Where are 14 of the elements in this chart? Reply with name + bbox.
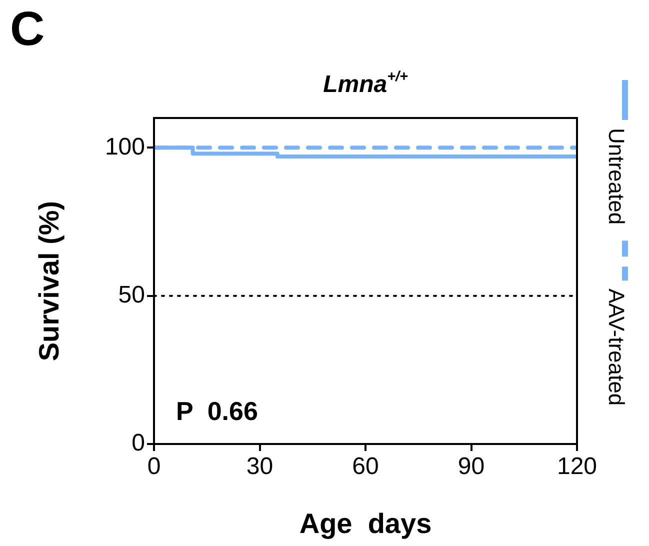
chart-title: Lmna+/+ bbox=[323, 69, 409, 98]
y-tick-label: 0 bbox=[132, 430, 145, 457]
annotation: P 0.66 bbox=[176, 396, 258, 426]
legend-label: AAV-treated bbox=[604, 288, 629, 406]
x-axis-title: Age days bbox=[299, 508, 432, 539]
y-axis-title: Survival (%) bbox=[34, 200, 65, 362]
legend-label: Untreated bbox=[604, 128, 629, 225]
x-tick-label: 60 bbox=[352, 453, 379, 480]
x-tick-label: 30 bbox=[246, 453, 274, 480]
x-tick-label: 90 bbox=[458, 453, 485, 480]
y-tick-label: 100 bbox=[104, 133, 145, 160]
x-tick-label: 120 bbox=[556, 453, 598, 480]
y-tick-label: 50 bbox=[118, 281, 145, 308]
text: C bbox=[10, 3, 45, 56]
